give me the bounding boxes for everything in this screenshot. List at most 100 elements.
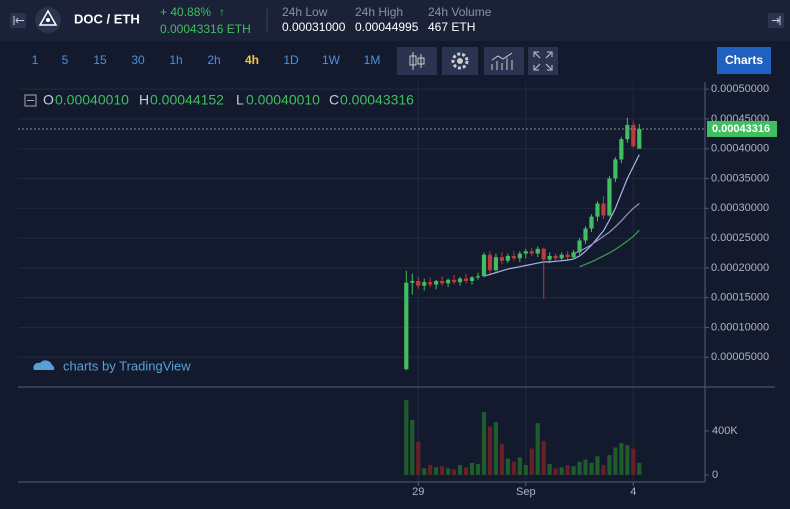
charts-button-label[interactable]: Charts xyxy=(725,53,763,67)
interval-button[interactable]: 1h xyxy=(169,53,182,67)
legend-value: 0.00040010 xyxy=(246,92,320,108)
candle-body xyxy=(446,279,451,284)
candle-body xyxy=(559,254,564,259)
candle-body xyxy=(511,255,516,259)
volume-tick-label: 0 xyxy=(712,469,718,481)
volume-tick-label: 400K xyxy=(712,425,738,437)
interval-button[interactable]: 1W xyxy=(322,53,341,67)
candle-body xyxy=(481,254,487,277)
volume-bar xyxy=(493,422,499,475)
logo xyxy=(35,7,61,33)
volume-bar xyxy=(505,458,510,475)
candle-body xyxy=(410,280,415,283)
volume-bar xyxy=(440,466,445,475)
candle-body xyxy=(452,279,457,283)
interval-button[interactable]: 1 xyxy=(32,53,39,67)
volume-bar xyxy=(631,448,636,475)
legend-toggle[interactable] xyxy=(24,94,37,107)
candle-body xyxy=(487,254,493,271)
volume-bar xyxy=(523,465,528,475)
stat-label: 24h Volume xyxy=(428,5,492,19)
volume-bar xyxy=(601,465,606,475)
volume-bar xyxy=(469,462,475,475)
candle-body xyxy=(505,255,510,261)
y-tick-label: 0.00005000 xyxy=(711,351,769,363)
volume-bar xyxy=(607,455,612,475)
volume-bar xyxy=(535,423,540,475)
y-tick-label: 0.00020000 xyxy=(711,262,769,274)
interval-button[interactable]: 1D xyxy=(283,53,299,67)
interval-button[interactable]: 30 xyxy=(131,53,145,67)
volume-bar xyxy=(499,444,504,475)
change-arrow: ↑ xyxy=(219,5,225,19)
x-tick-label: Sep xyxy=(516,486,536,498)
volume-bar xyxy=(619,443,624,475)
expand-button[interactable] xyxy=(768,13,784,28)
legend-value: 0.00043316 xyxy=(340,92,414,108)
volume-bar xyxy=(511,461,516,475)
volume-bar xyxy=(410,419,415,475)
legend-value: 0.00040010 xyxy=(55,92,129,108)
candle-type-button[interactable] xyxy=(397,47,437,75)
legend-letter: O xyxy=(43,92,54,108)
volume-bar xyxy=(583,459,588,475)
volume-bar xyxy=(517,457,522,475)
candle-body xyxy=(475,276,481,278)
moving-average xyxy=(573,203,640,255)
volume-bar xyxy=(613,447,618,475)
stat-value: 0.00031000 xyxy=(282,20,346,34)
collapse-button[interactable] xyxy=(10,13,26,28)
volume-bar xyxy=(446,468,451,475)
x-tick-label: 4 xyxy=(630,486,636,498)
candle-body xyxy=(457,278,463,283)
volume-bar xyxy=(625,445,630,475)
candle-body xyxy=(625,124,630,140)
candle-body xyxy=(577,240,582,253)
indicators-button[interactable] xyxy=(484,47,524,75)
volume-bar xyxy=(589,462,594,475)
legend-letter: C xyxy=(329,92,339,108)
volume-bar xyxy=(595,456,600,475)
candle-body xyxy=(499,257,504,261)
stat-label: 24h High xyxy=(355,5,403,19)
legend-letter: H xyxy=(139,92,149,108)
change: + 40.88% xyxy=(160,5,211,19)
y-tick-label: 0.00030000 xyxy=(711,202,769,214)
volume-bar xyxy=(404,400,409,475)
candle-body xyxy=(583,228,588,241)
volume-bar xyxy=(434,467,439,475)
interval-button[interactable]: 4h xyxy=(245,53,259,67)
candle-body xyxy=(547,255,552,260)
y-tick-label: 0.00015000 xyxy=(711,292,769,304)
fullscreen-button[interactable] xyxy=(528,47,558,75)
candle-body xyxy=(589,216,594,229)
legend-value: 0.00044152 xyxy=(150,92,224,108)
candle-body xyxy=(493,257,499,271)
stat-value: 0.00044995 xyxy=(355,20,419,34)
volume-bar xyxy=(565,465,570,475)
last-price-label: 0.00043316 xyxy=(712,123,770,135)
watermark-logo xyxy=(33,360,55,370)
y-tick-label: 0.00040000 xyxy=(711,143,769,155)
volume-bar xyxy=(452,469,457,475)
interval-button[interactable]: 15 xyxy=(93,53,107,67)
charts-button[interactable] xyxy=(717,47,771,74)
candle-body xyxy=(565,254,570,258)
settings-button[interactable] xyxy=(442,47,478,75)
candle-body xyxy=(601,203,606,216)
candle-body xyxy=(463,278,469,281)
candle-body xyxy=(428,282,433,285)
interval-button[interactable]: 1M xyxy=(364,53,381,67)
volume-bar xyxy=(637,462,642,475)
candle-body xyxy=(619,139,624,160)
interval-button[interactable]: 5 xyxy=(62,53,69,67)
volume-bar xyxy=(559,467,564,475)
y-tick-label: 0.00035000 xyxy=(711,172,769,184)
x-tick-label: 29 xyxy=(412,486,424,498)
volume-bar xyxy=(553,468,558,475)
interval-button[interactable]: 2h xyxy=(207,53,220,67)
stat-value: 467 ETH xyxy=(428,20,475,34)
